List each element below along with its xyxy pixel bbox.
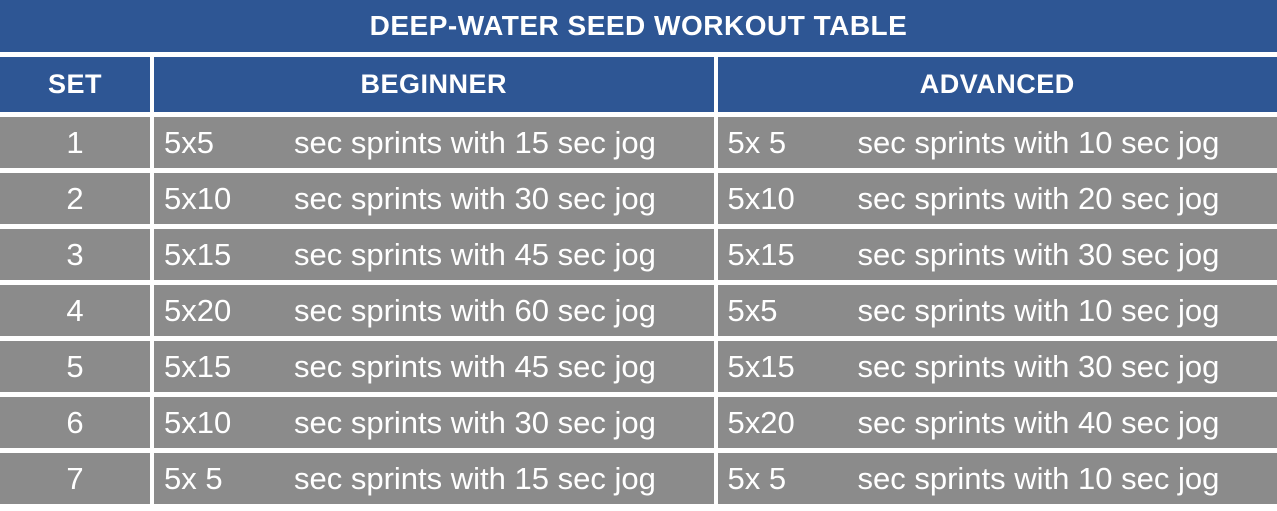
advanced-reps: 5x20 xyxy=(727,404,795,440)
table-row-7: 7 5x 5 sec sprints with 15 sec jog 5x 5 … xyxy=(0,453,1277,504)
beginner-workout-cell: 5x20 sec sprints with 60 sec jog xyxy=(154,285,714,336)
beginner-workout-cell: 5x10 sec sprints with 30 sec jog xyxy=(154,397,714,448)
advanced-desc: sec sprints with 10 sec jog xyxy=(857,124,1220,160)
table-row-1: 1 5x5 sec sprints with 15 sec jog 5x 5 s… xyxy=(0,117,1277,168)
beginner-desc: sec sprints with 60 sec jog xyxy=(294,292,656,328)
beginner-workout-cell: 5x 5 sec sprints with 15 sec jog xyxy=(154,453,714,504)
advanced-desc: sec sprints with 20 sec jog xyxy=(857,180,1220,216)
beginner-reps: 5x 5 xyxy=(164,460,223,496)
beginner-reps: 5x10 xyxy=(164,404,232,440)
table-row-3: 3 5x15 sec sprints with 45 sec jog 5x15 … xyxy=(0,229,1277,280)
set-number: 7 xyxy=(0,453,150,504)
table-title: DEEP-WATER SEED WORKOUT TABLE xyxy=(0,0,1277,52)
beginner-workout-cell: 5x10 sec sprints with 30 sec jog xyxy=(154,173,714,224)
beginner-desc: sec sprints with 30 sec jog xyxy=(294,180,656,216)
advanced-workout-cell: 5x 5 sec sprints with 10 sec jog xyxy=(717,117,1277,168)
advanced-reps: 5x10 xyxy=(727,180,795,216)
beginner-reps: 5x20 xyxy=(164,292,232,328)
advanced-reps: 5x5 xyxy=(727,292,778,328)
table-row-5: 5 5x15 sec sprints with 45 sec jog 5x15 … xyxy=(0,341,1277,392)
table-row-2: 2 5x10 sec sprints with 30 sec jog 5x10 … xyxy=(0,173,1277,224)
advanced-reps: 5x 5 xyxy=(727,460,787,496)
beginner-reps: 5x5 xyxy=(164,124,214,160)
advanced-workout-cell: 5x5 sec sprints with 10 sec jog xyxy=(717,285,1277,336)
beginner-desc: sec sprints with 15 sec jog xyxy=(294,460,656,496)
advanced-workout-cell: 5x 5 sec sprints with 10 sec jog xyxy=(717,453,1277,504)
advanced-desc: sec sprints with 30 sec jog xyxy=(857,236,1220,272)
column-header-beginner: BEGINNER xyxy=(154,57,714,112)
advanced-workout-cell: 5x20 sec sprints with 40 sec jog xyxy=(717,397,1277,448)
header-row: SET BEGINNER ADVANCED xyxy=(0,57,1277,112)
beginner-reps: 5x15 xyxy=(164,236,232,272)
advanced-workout-cell: 5x15 sec sprints with 30 sec jog xyxy=(717,229,1277,280)
beginner-desc: sec sprints with 15 sec jog xyxy=(294,124,656,160)
advanced-desc: sec sprints with 10 sec jog xyxy=(857,460,1220,496)
advanced-desc: sec sprints with 40 sec jog xyxy=(857,404,1220,440)
beginner-workout-cell: 5x15 sec sprints with 45 sec jog xyxy=(154,229,714,280)
column-header-set: SET xyxy=(0,57,150,112)
set-number: 3 xyxy=(0,229,150,280)
set-number: 5 xyxy=(0,341,150,392)
beginner-workout-cell: 5x5 sec sprints with 15 sec jog xyxy=(154,117,714,168)
advanced-reps: 5x15 xyxy=(727,348,795,384)
column-header-advanced: ADVANCED xyxy=(717,57,1277,112)
set-number: 6 xyxy=(0,397,150,448)
beginner-workout-cell: 5x15 sec sprints with 45 sec jog xyxy=(154,341,714,392)
table-row-6: 6 5x10 sec sprints with 30 sec jog 5x20 … xyxy=(0,397,1277,448)
beginner-desc: sec sprints with 45 sec jog xyxy=(294,236,656,272)
table-row-4: 4 5x20 sec sprints with 60 sec jog 5x5 s… xyxy=(0,285,1277,336)
beginner-reps: 5x15 xyxy=(164,348,232,384)
advanced-desc: sec sprints with 30 sec jog xyxy=(857,348,1220,384)
beginner-reps: 5x10 xyxy=(164,180,232,216)
set-number: 1 xyxy=(0,117,150,168)
advanced-desc: sec sprints with 10 sec jog xyxy=(857,292,1220,328)
beginner-desc: sec sprints with 45 sec jog xyxy=(294,348,656,384)
advanced-workout-cell: 5x15 sec sprints with 30 sec jog xyxy=(717,341,1277,392)
beginner-desc: sec sprints with 30 sec jog xyxy=(294,404,656,440)
set-number: 2 xyxy=(0,173,150,224)
advanced-workout-cell: 5x10 sec sprints with 20 sec jog xyxy=(717,173,1277,224)
advanced-reps: 5x 5 xyxy=(727,124,787,160)
set-number: 4 xyxy=(0,285,150,336)
advanced-reps: 5x15 xyxy=(727,236,795,272)
